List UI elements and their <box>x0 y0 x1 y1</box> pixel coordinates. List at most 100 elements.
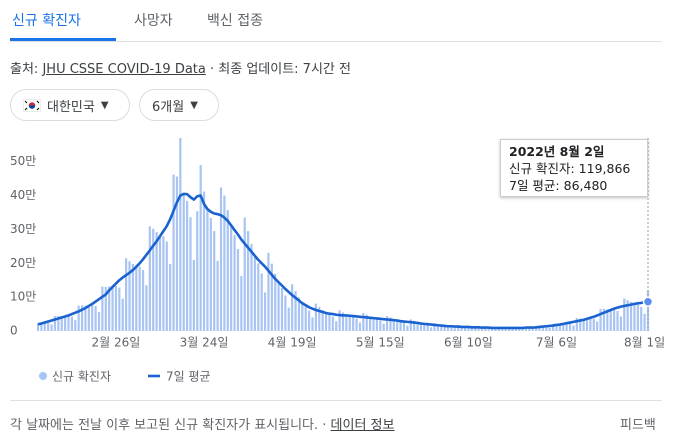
x-tick-label: 4월 19일 <box>268 336 317 350</box>
bar <box>324 313 328 331</box>
bar <box>43 322 46 331</box>
bar <box>446 326 450 331</box>
bar <box>494 327 497 331</box>
bar <box>402 322 406 331</box>
bar <box>389 317 392 331</box>
bar <box>619 316 622 331</box>
bar <box>67 316 70 331</box>
bar <box>280 287 284 331</box>
bar <box>643 313 646 331</box>
bar <box>318 306 321 331</box>
range: 6개월 <box>152 99 185 115</box>
bar <box>291 284 294 331</box>
bar <box>426 325 429 331</box>
y-tick-label: 50만 <box>10 154 36 168</box>
bar <box>565 323 568 331</box>
bar <box>260 273 263 331</box>
bar <box>308 310 311 331</box>
bar <box>128 261 131 331</box>
bar <box>396 320 399 331</box>
bar <box>104 286 107 331</box>
bar <box>277 282 280 331</box>
tab[interactable]: 백신 접종 <box>207 13 263 29</box>
bar <box>636 304 639 331</box>
bar <box>640 306 643 331</box>
bar <box>270 263 273 331</box>
bar <box>596 321 599 331</box>
bar <box>304 306 307 331</box>
bar <box>121 298 124 331</box>
x-tick-label: 7월 6일 <box>536 336 577 350</box>
bar <box>616 311 619 331</box>
bar <box>311 317 314 331</box>
caret: ▼ <box>190 99 198 111</box>
bar <box>192 259 195 331</box>
data-info-link[interactable]: 데이터 정보 <box>330 418 395 433</box>
bar <box>267 252 270 331</box>
bar <box>152 228 155 331</box>
bar <box>165 241 168 331</box>
x-tick-label: 6월 10일 <box>444 336 493 350</box>
bar <box>274 273 277 331</box>
y-tick-label: 0 <box>10 324 18 338</box>
bar <box>385 316 389 331</box>
bar <box>64 316 67 331</box>
bar <box>352 316 355 331</box>
bar <box>379 320 382 331</box>
bar <box>155 232 158 331</box>
bar <box>606 309 609 331</box>
bar <box>633 303 636 331</box>
bar <box>162 236 165 331</box>
bar <box>53 316 57 331</box>
bar <box>47 322 50 331</box>
source-link[interactable]: JHU CSSE COVID-19 Data <box>42 62 206 77</box>
bar <box>416 322 419 331</box>
bar <box>470 327 473 331</box>
tooltip-line: 신규 확진자: 119,866 <box>509 161 631 176</box>
bar <box>297 297 301 331</box>
bar <box>250 243 253 331</box>
bar <box>189 217 192 331</box>
range-dropdown[interactable]: 6개월 ▼ <box>139 89 219 121</box>
y-tick-label: 20만 <box>10 256 36 270</box>
bar <box>501 329 504 331</box>
x-tick-label: 3월 24일 <box>180 336 229 350</box>
bar <box>453 328 456 331</box>
bar <box>592 318 595 331</box>
legend-label: 신규 확진자 <box>52 370 111 384</box>
bar <box>589 318 592 331</box>
bar <box>108 286 111 331</box>
feedback[interactable]: 피드백 <box>620 418 656 433</box>
bar <box>148 226 151 331</box>
bar <box>440 324 443 331</box>
bar <box>80 305 84 331</box>
bar <box>629 301 633 331</box>
tooltip-title: 2022년 8월 2일 <box>509 144 605 159</box>
bar <box>541 326 545 331</box>
bar <box>287 307 290 331</box>
country-dropdown[interactable]: 대한민국 ▼ <box>10 89 130 121</box>
hover-dot <box>642 296 654 307</box>
x-tick-label: 2월 26일 <box>92 336 141 350</box>
bar <box>399 321 402 331</box>
bar <box>443 325 446 331</box>
tab[interactable]: 신규 확진자 <box>12 13 81 29</box>
y-tick-label: 40만 <box>10 188 36 202</box>
legend-marker <box>39 372 47 380</box>
x-tick-label: 5월 15일 <box>356 336 405 350</box>
bar <box>409 319 412 331</box>
bar <box>562 323 565 331</box>
bar <box>372 318 375 331</box>
bar <box>175 176 179 331</box>
bar <box>314 303 317 331</box>
bar <box>247 231 250 331</box>
tooltip-line: 7일 평균: 86,480 <box>509 178 608 193</box>
bar <box>521 328 524 331</box>
bar <box>531 326 534 331</box>
bar <box>460 326 463 331</box>
tab[interactable]: 사망자 <box>134 13 173 29</box>
bar <box>240 276 243 331</box>
bar <box>599 308 602 331</box>
bar <box>463 326 467 331</box>
